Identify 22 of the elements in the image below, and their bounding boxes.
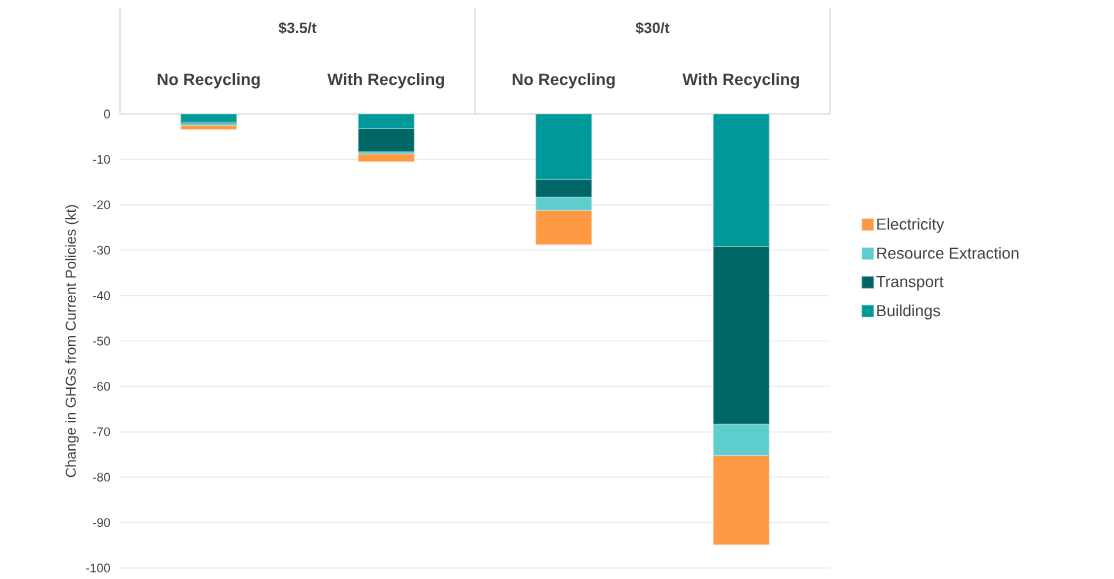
y-tick-label: 0: [104, 109, 110, 119]
text: $30/t: [635, 21, 670, 35]
y-tick-label: -40: [93, 291, 110, 301]
x-tick-label: No Recycling: [157, 73, 260, 89]
y-tick-label: -30: [93, 245, 110, 255]
x-tick-label: With Recycling: [682, 73, 799, 89]
y-axis-title: Change in GHGs from Current Policies (kt): [65, 205, 79, 478]
legend-label: Resource Extraction: [877, 247, 1019, 259]
text: $3.5/t: [278, 21, 317, 35]
y-tick-label: -10: [93, 154, 110, 164]
y-tick-label: -90: [93, 518, 110, 528]
y-tick-label: -20: [93, 200, 110, 210]
legend-label: Buildings: [877, 304, 941, 320]
legend-label: Electricity: [877, 218, 945, 233]
y-tick-label: -70: [93, 427, 110, 437]
x-tick-label: No Recycling: [512, 73, 615, 89]
legend-label: Transport: [876, 276, 944, 291]
y-tick-label: -60: [93, 382, 110, 391]
y-tick-label: -50: [93, 336, 110, 346]
y-tick-label: -80: [93, 472, 110, 482]
x-tick-label: With Recycling: [327, 73, 444, 89]
y-tick-label: -100: [86, 563, 110, 573]
